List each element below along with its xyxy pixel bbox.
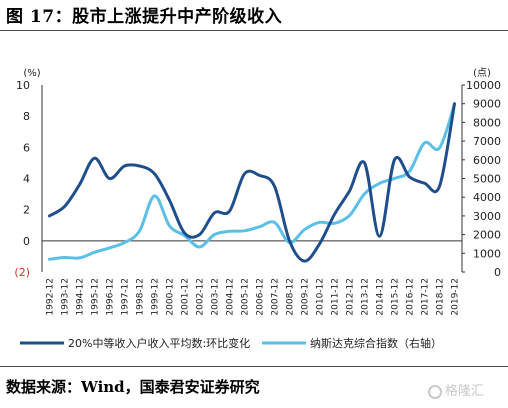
axes-layer: (%) (点)1086420(2)100009000800070006000500… xyxy=(14,67,501,316)
left-tick-label: (2) xyxy=(14,266,30,279)
middle-income-series-line xyxy=(48,102,456,263)
x-tick-label: 2010-12 xyxy=(316,278,326,316)
x-tick-label: 1995-12 xyxy=(91,278,101,316)
x-tick-label: 2006-12 xyxy=(256,278,266,316)
legend: 20%中等收入户收入平均数:环比变化 纳斯达克综合指数（右轴） xyxy=(20,336,442,350)
right-axis-unit: (点) xyxy=(473,67,491,79)
x-tick-label: 1998-12 xyxy=(136,278,146,316)
x-tick-label: 2009-12 xyxy=(301,278,311,316)
watermark: 格隆汇 xyxy=(428,380,484,399)
x-tick-label: 2012-12 xyxy=(346,278,356,316)
source-divider xyxy=(0,366,508,367)
title-divider xyxy=(0,30,508,31)
watermark-text: 格隆汇 xyxy=(445,384,485,399)
left-tick-label: 10 xyxy=(16,79,30,92)
watermark-logo-icon xyxy=(428,384,442,399)
x-tick-label: 2016-12 xyxy=(406,278,416,316)
right-tick-label: 7000 xyxy=(473,135,501,148)
figure-title: 图 17：股市上涨提升中产阶级收入 xyxy=(6,7,283,27)
right-tick-label: 10000 xyxy=(466,79,501,92)
right-tick-label: 8000 xyxy=(473,116,501,129)
x-tick-label: 2019-12 xyxy=(451,278,461,316)
x-tick-label: 1997-12 xyxy=(121,278,131,316)
x-tick-label: 2008-12 xyxy=(286,278,296,316)
right-tick-label: 5000 xyxy=(473,173,501,186)
x-tick-label: 1992-12 xyxy=(46,278,56,316)
x-tick-label: 1994-12 xyxy=(76,278,86,316)
right-tick-label: 2000 xyxy=(473,229,501,242)
x-tick-label: 2004-12 xyxy=(226,278,236,316)
x-tick-label: 2001-12 xyxy=(181,278,191,316)
x-tick-label: 1993-12 xyxy=(61,278,71,316)
x-tick-label: 1999-12 xyxy=(151,278,161,316)
left-tick-label: 8 xyxy=(23,110,30,123)
x-tick-label: 2014-12 xyxy=(376,278,386,316)
left-tick-label: 0 xyxy=(23,235,30,248)
right-tick-label: 0 xyxy=(494,266,501,279)
right-tick-label: 3000 xyxy=(473,210,501,223)
x-tick-label: 2013-12 xyxy=(361,278,371,316)
series-layer xyxy=(48,102,456,263)
x-tick-label: 2007-12 xyxy=(271,278,281,316)
x-tick-label: 2018-12 xyxy=(436,278,446,316)
left-tick-label: 4 xyxy=(23,173,30,186)
x-tick-label: 1996-12 xyxy=(106,278,116,316)
right-tick-label: 6000 xyxy=(473,154,501,167)
right-tick-label: 1000 xyxy=(473,247,501,260)
x-tick-label: 2002-12 xyxy=(196,278,206,316)
x-tick-label: 2005-12 xyxy=(241,278,251,316)
x-tick-label: 2011-12 xyxy=(331,278,341,316)
right-tick-label: 4000 xyxy=(473,191,501,204)
nasdaq-series-line xyxy=(48,102,456,261)
left-tick-label: 2 xyxy=(23,204,30,217)
x-tick-label: 2017-12 xyxy=(421,278,431,316)
x-tick-label: 2015-12 xyxy=(391,278,401,316)
x-tick-label: 2000-12 xyxy=(166,278,176,316)
line-chart: (%) (点)1086420(2)100009000800070006000500… xyxy=(14,67,501,350)
right-tick-label: 9000 xyxy=(473,98,501,111)
left-tick-label: 6 xyxy=(23,141,30,154)
legend-item-nasdaq-label: 纳斯达克综合指数（右轴） xyxy=(310,336,442,350)
left-axis-unit: (%) xyxy=(23,68,40,79)
legend-item-middle-income-label: 20%中等收入户收入平均数:环比变化 xyxy=(68,336,250,350)
x-tick-label: 2003-12 xyxy=(211,278,221,316)
source-note: 数据来源：Wind，国泰君安证券研究 xyxy=(6,378,260,396)
